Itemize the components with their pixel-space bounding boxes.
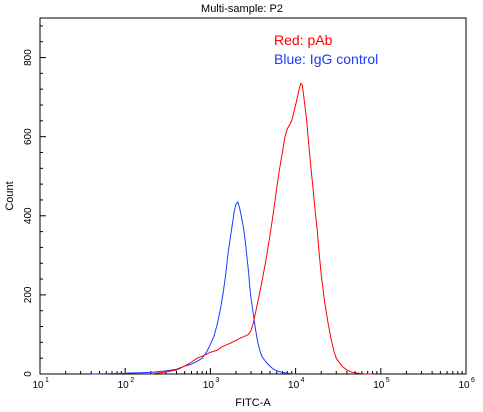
x-tick-label: 10 (288, 380, 300, 391)
chart-title: Multi-sample: P2 (201, 3, 283, 15)
x-axis-label: FITC-A (235, 397, 271, 409)
series-line-blue (91, 201, 296, 375)
y-tick-label: 600 (23, 128, 34, 145)
x-tick-label: 10 (203, 380, 215, 391)
y-tick-label: 400 (23, 207, 34, 224)
x-tick-exponent: 4 (301, 377, 305, 384)
series-line-red (150, 82, 373, 375)
series-layer (91, 82, 373, 375)
x-tick-label: 10 (458, 380, 470, 391)
x-tick-exponent: 6 (471, 377, 475, 384)
y-tick-label: 0 (23, 371, 34, 377)
x-tick-exponent: 5 (386, 377, 390, 384)
legend-entry-blue: Blue: IgG control (274, 51, 378, 67)
x-tick-exponent: 3 (215, 377, 219, 384)
plot-frame (39, 17, 467, 375)
legend-entry-red: Red: pAb (274, 32, 333, 48)
y-axis-ticks: 0 200 400 600 800 (23, 25, 46, 377)
x-tick-label: 10 (32, 380, 44, 391)
x-tick-exponent: 2 (130, 377, 134, 384)
y-tick-label: 200 (23, 286, 34, 303)
x-tick-label: 10 (373, 380, 385, 391)
x-tick-exponent: 1 (45, 377, 49, 384)
y-axis-label: Count (4, 181, 16, 210)
y-tick-label: 800 (23, 49, 34, 66)
x-axis-ticks: 10 1 10 2 10 3 10 4 10 5 10 6 (32, 368, 475, 391)
x-tick-label: 10 (118, 380, 130, 391)
